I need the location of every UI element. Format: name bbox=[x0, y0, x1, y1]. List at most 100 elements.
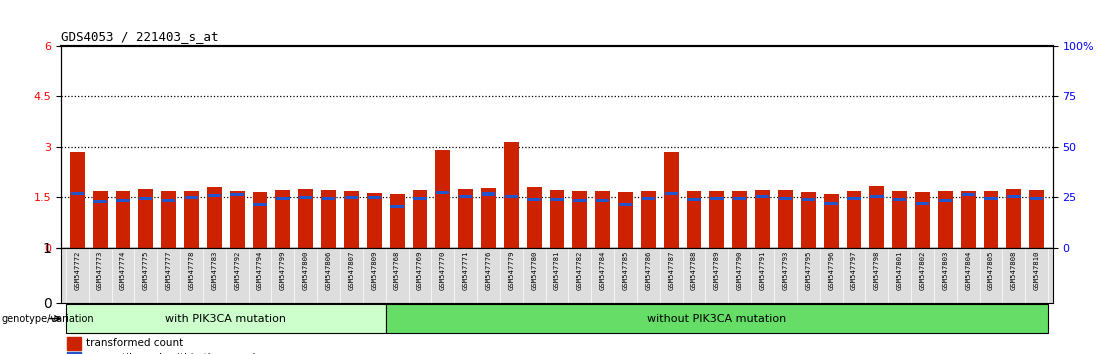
Text: GSM547787: GSM547787 bbox=[668, 251, 674, 290]
Text: GSM547784: GSM547784 bbox=[599, 251, 606, 290]
Bar bbox=[459, 195, 472, 198]
Text: GSM547768: GSM547768 bbox=[394, 251, 400, 290]
Bar bbox=[549, 190, 565, 248]
Bar bbox=[573, 191, 587, 248]
Bar bbox=[70, 192, 84, 195]
Bar bbox=[733, 196, 746, 200]
Text: genotype/variation: genotype/variation bbox=[1, 314, 94, 324]
Bar bbox=[824, 202, 838, 205]
Bar bbox=[70, 152, 85, 248]
Bar bbox=[458, 189, 473, 248]
Text: GSM547778: GSM547778 bbox=[188, 251, 195, 290]
Bar bbox=[1007, 195, 1020, 198]
Text: GSM547810: GSM547810 bbox=[1034, 251, 1039, 290]
Bar bbox=[984, 191, 998, 248]
Bar bbox=[436, 191, 449, 194]
Text: GSM547779: GSM547779 bbox=[508, 251, 515, 290]
Bar bbox=[960, 190, 976, 248]
Bar bbox=[802, 198, 815, 201]
Bar bbox=[322, 196, 335, 200]
Text: GSM547805: GSM547805 bbox=[988, 251, 994, 290]
Text: GSM547776: GSM547776 bbox=[486, 251, 491, 290]
Text: GSM547774: GSM547774 bbox=[120, 251, 126, 290]
Bar bbox=[755, 190, 770, 248]
Text: GSM547780: GSM547780 bbox=[531, 251, 537, 290]
Bar bbox=[892, 190, 907, 248]
Text: GSM547770: GSM547770 bbox=[440, 251, 446, 290]
Bar bbox=[253, 192, 267, 248]
Bar bbox=[619, 203, 633, 206]
Bar bbox=[116, 199, 129, 201]
Bar bbox=[207, 187, 222, 248]
Text: GSM547808: GSM547808 bbox=[1010, 251, 1017, 290]
Text: transformed count: transformed count bbox=[86, 338, 183, 348]
Bar bbox=[801, 192, 815, 248]
Bar bbox=[139, 196, 153, 200]
Text: with PIK3CA mutation: with PIK3CA mutation bbox=[165, 314, 286, 324]
Text: percentile rank within the sample: percentile rank within the sample bbox=[86, 353, 262, 354]
Bar bbox=[184, 190, 199, 248]
Text: GSM547796: GSM547796 bbox=[828, 251, 834, 290]
Bar bbox=[344, 190, 359, 248]
Bar bbox=[848, 196, 861, 200]
Text: GSM547790: GSM547790 bbox=[736, 251, 743, 290]
Bar bbox=[732, 190, 747, 248]
Bar bbox=[481, 193, 495, 195]
Bar bbox=[527, 198, 540, 201]
Bar bbox=[1030, 196, 1044, 200]
Bar bbox=[299, 196, 312, 199]
Bar bbox=[893, 198, 907, 201]
Text: GSM547789: GSM547789 bbox=[714, 251, 720, 290]
Bar bbox=[664, 152, 678, 248]
Bar bbox=[1029, 190, 1044, 248]
Bar bbox=[847, 191, 861, 248]
Bar bbox=[686, 191, 702, 248]
Bar bbox=[550, 198, 564, 201]
Text: GSM547791: GSM547791 bbox=[760, 251, 765, 290]
Text: GSM547804: GSM547804 bbox=[965, 251, 971, 290]
Bar bbox=[870, 195, 883, 198]
Text: GSM547788: GSM547788 bbox=[691, 251, 697, 290]
Bar bbox=[253, 203, 266, 206]
Bar bbox=[436, 150, 450, 248]
Bar bbox=[595, 191, 610, 248]
Text: GSM547803: GSM547803 bbox=[942, 251, 948, 290]
Text: GSM547771: GSM547771 bbox=[462, 251, 469, 290]
Bar bbox=[94, 200, 107, 203]
Bar bbox=[596, 199, 609, 201]
Bar bbox=[961, 193, 975, 196]
Bar bbox=[869, 185, 885, 248]
Bar bbox=[687, 198, 701, 201]
Bar bbox=[985, 196, 998, 200]
Bar bbox=[665, 192, 678, 195]
Text: GSM547769: GSM547769 bbox=[417, 251, 423, 290]
Text: GSM547799: GSM547799 bbox=[280, 251, 286, 290]
Bar bbox=[481, 188, 496, 248]
Bar bbox=[939, 199, 952, 201]
Text: GSM547797: GSM547797 bbox=[851, 251, 857, 290]
Bar bbox=[162, 191, 176, 248]
Text: GSM547807: GSM547807 bbox=[349, 251, 354, 290]
Text: GSM547777: GSM547777 bbox=[166, 251, 172, 290]
Text: GSM547785: GSM547785 bbox=[623, 251, 628, 290]
Text: GSM547795: GSM547795 bbox=[805, 251, 811, 290]
Bar bbox=[67, 337, 81, 350]
Bar bbox=[92, 190, 108, 248]
Text: GSM547782: GSM547782 bbox=[577, 251, 583, 290]
Text: GSM547792: GSM547792 bbox=[234, 251, 241, 290]
Bar bbox=[618, 192, 633, 248]
Bar bbox=[574, 199, 587, 201]
Bar bbox=[779, 196, 792, 200]
Text: GSM547786: GSM547786 bbox=[645, 251, 652, 290]
Bar bbox=[823, 194, 839, 248]
Text: GSM547772: GSM547772 bbox=[75, 251, 80, 290]
Text: GSM547800: GSM547800 bbox=[303, 251, 309, 290]
Bar bbox=[344, 196, 358, 199]
Bar bbox=[185, 196, 198, 199]
Bar bbox=[385, 304, 1048, 333]
Text: GSM547775: GSM547775 bbox=[143, 251, 149, 290]
Bar bbox=[711, 196, 724, 200]
Bar bbox=[299, 189, 313, 248]
Bar bbox=[231, 193, 244, 196]
Bar bbox=[138, 189, 154, 248]
